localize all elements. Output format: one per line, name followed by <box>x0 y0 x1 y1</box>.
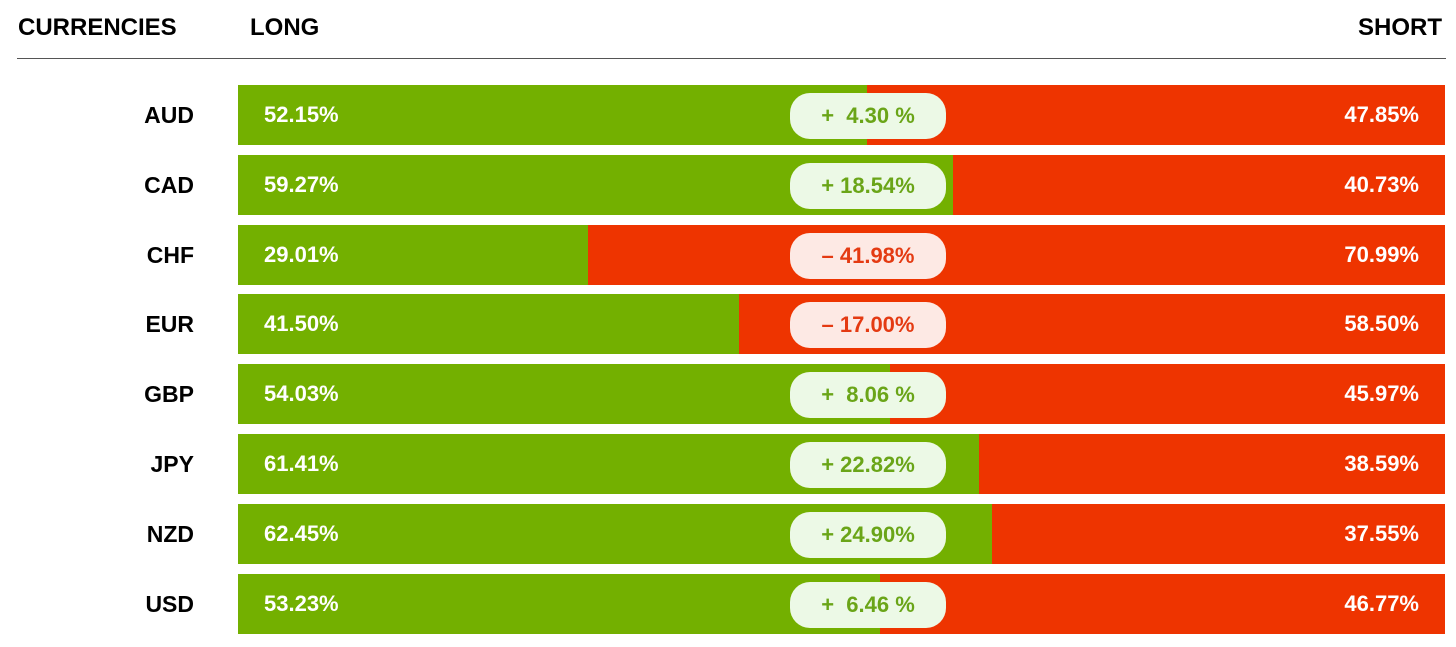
long-percent-label: 29.01% <box>264 242 339 267</box>
chart-row-gbp: GBP 54.03% 45.97% + 8.06 % <box>0 364 1456 424</box>
currency-label: GBP <box>144 381 194 407</box>
net-difference-badge: – 41.98% <box>790 233 946 279</box>
short-percent-label: 58.50% <box>1344 311 1419 336</box>
long-percent-label: 61.41% <box>264 451 339 476</box>
chart-row-chf: CHF 29.01% 70.99% – 41.98% <box>0 225 1456 285</box>
short-bar: 62.45% 37.55% + 24.90% <box>238 504 1445 564</box>
short-bar: 53.23% 46.77% + 6.46 % <box>238 574 1445 634</box>
long-percent-label: 59.27% <box>264 172 339 197</box>
long-bar <box>238 85 867 145</box>
currency-label: CAD <box>144 172 194 198</box>
long-bar <box>238 225 588 285</box>
currency-label: AUD <box>144 102 194 128</box>
short-percent-label: 37.55% <box>1344 521 1419 546</box>
short-percent-label: 40.73% <box>1344 172 1419 197</box>
long-bar <box>238 294 739 354</box>
header-divider <box>17 58 1446 59</box>
short-bar: 29.01% 70.99% – 41.98% <box>238 225 1445 285</box>
currencies-header: CURRENCIES <box>18 14 177 41</box>
currency-label: NZD <box>146 521 194 547</box>
short-percent-label: 46.77% <box>1344 591 1419 616</box>
long-percent-label: 62.45% <box>264 521 339 546</box>
net-difference-badge: + 22.82% <box>790 442 946 488</box>
chart-row-nzd: NZD 62.45% 37.55% + 24.90% <box>0 504 1456 564</box>
currency-label: JPY <box>150 451 194 477</box>
net-difference-badge: + 24.90% <box>790 512 946 558</box>
long-percent-label: 54.03% <box>264 381 339 406</box>
long-percent-label: 52.15% <box>264 102 339 127</box>
chart-row-eur: EUR 41.50% 58.50% – 17.00% <box>0 294 1456 354</box>
chart-row-usd: USD 53.23% 46.77% + 6.46 % <box>0 574 1456 634</box>
chart-row-aud: AUD 52.15% 47.85% + 4.30 % <box>0 85 1456 145</box>
short-bar: 61.41% 38.59% + 22.82% <box>238 434 1445 494</box>
long-header: LONG <box>250 14 320 41</box>
net-difference-badge: + 6.46 % <box>790 582 946 628</box>
short-percent-label: 47.85% <box>1344 102 1419 127</box>
short-percent-label: 45.97% <box>1344 381 1419 406</box>
long-percent-label: 53.23% <box>264 591 339 616</box>
net-difference-badge: – 17.00% <box>790 302 946 348</box>
currency-label: CHF <box>146 242 194 268</box>
short-bar: 41.50% 58.50% – 17.00% <box>238 294 1445 354</box>
long-percent-label: 41.50% <box>264 311 339 336</box>
currency-label: EUR <box>145 311 194 337</box>
net-difference-badge: + 8.06 % <box>790 372 946 418</box>
currency-label: USD <box>145 591 194 617</box>
short-bar: 59.27% 40.73% + 18.54% <box>238 155 1445 215</box>
short-percent-label: 38.59% <box>1344 451 1419 476</box>
net-difference-badge: + 4.30 % <box>790 93 946 139</box>
short-bar: 52.15% 47.85% + 4.30 % <box>238 85 1445 145</box>
chart-row-cad: CAD 59.27% 40.73% + 18.54% <box>0 155 1456 215</box>
chart-row-jpy: JPY 61.41% 38.59% + 22.82% <box>0 434 1456 494</box>
short-bar: 54.03% 45.97% + 8.06 % <box>238 364 1445 424</box>
long-bar <box>238 574 880 634</box>
short-percent-label: 70.99% <box>1344 242 1419 267</box>
long-bar <box>238 364 890 424</box>
net-difference-badge: + 18.54% <box>790 163 946 209</box>
short-header: SHORT <box>1358 14 1442 41</box>
